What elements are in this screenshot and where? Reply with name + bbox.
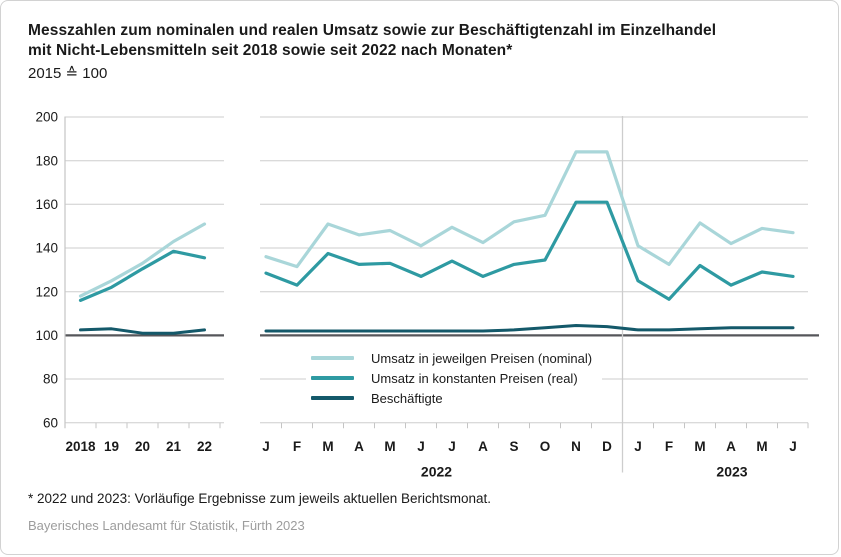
x-axis-month-label: N [571,439,581,454]
legend-item-employees: Beschäftigte [311,390,592,406]
y-axis-label: 60 [43,415,58,430]
y-axis-label: 80 [43,372,58,387]
chart-subtitle: 2015 ≙ 100 [28,65,108,82]
y-axis-label: 120 [35,284,58,299]
legend-label-employees: Beschäftigte [371,390,443,406]
x-axis-year-label: 19 [104,439,119,454]
x-axis-month-label: J [262,439,270,454]
series-line [264,150,795,269]
x-axis-year-label: 20 [135,439,150,454]
series-line [264,324,795,333]
x-axis-month-label: D [602,439,612,454]
y-axis-label: 140 [35,241,58,256]
legend-item-real: Umsatz in konstanten Preisen (real) [311,370,592,386]
series-line [78,249,207,302]
x-axis-month-label: M [384,439,395,454]
legend-label-real: Umsatz in konstanten Preisen (real) [371,370,578,386]
x-axis-month-label: F [293,439,301,454]
x-axis-month-label: A [354,439,364,454]
x-axis-month-label: A [478,439,488,454]
chart-source: Bayerisches Landesamt für Statistik, Für… [28,518,305,533]
series-line [79,327,206,335]
x-axis-year-label: 2018 [65,439,96,454]
legend-swatch-employees-line [311,396,354,400]
y-axis-label: 200 [35,110,58,125]
legend-label-nominal: Umsatz in jeweilgen Preisen (nominal) [371,350,593,366]
x-axis-month-label: A [726,439,736,454]
legend-swatch-nominal-line [311,356,354,360]
chart-header: Messzahlen zum nominalen und realen Umsa… [28,21,823,84]
series-line [78,222,207,298]
x-axis-month-label: J [634,439,642,454]
x-axis-month-label: O [540,439,551,454]
chart-legend: Umsatz in jeweilgen Preisen (nominal) Um… [306,348,603,408]
y-axis-label: 160 [35,197,58,212]
y-axis-label: 180 [35,153,58,168]
chart-title-line2: mit Nicht-Lebensmitteln seit 2018 sowie … [28,42,513,59]
x-axis-month-label: M [694,439,705,454]
x-axis-group-year-label: 2023 [716,464,747,480]
x-axis-month-label: J [417,439,425,454]
x-axis-group-year-label: 2022 [421,464,452,480]
chart-title-line1: Messzahlen zum nominalen und realen Umsa… [28,22,717,39]
legend-item-nominal: Umsatz in jeweilgen Preisen (nominal) [311,350,592,366]
chart-footnote: * 2022 und 2023: Vorläufige Ergebnisse z… [28,491,492,506]
x-axis-month-label: M [322,439,333,454]
x-axis-month-label: F [665,439,673,454]
x-axis-year-label: 21 [166,439,182,454]
y-axis-label: 100 [35,328,58,343]
x-axis-month-label: J [448,439,456,454]
series-line [264,200,795,301]
x-axis-month-label: M [756,439,767,454]
x-axis-month-label: S [509,439,518,454]
legend-swatch-real-line [311,376,354,380]
x-axis-year-label: 22 [197,439,212,454]
x-axis-month-label: J [789,439,797,454]
